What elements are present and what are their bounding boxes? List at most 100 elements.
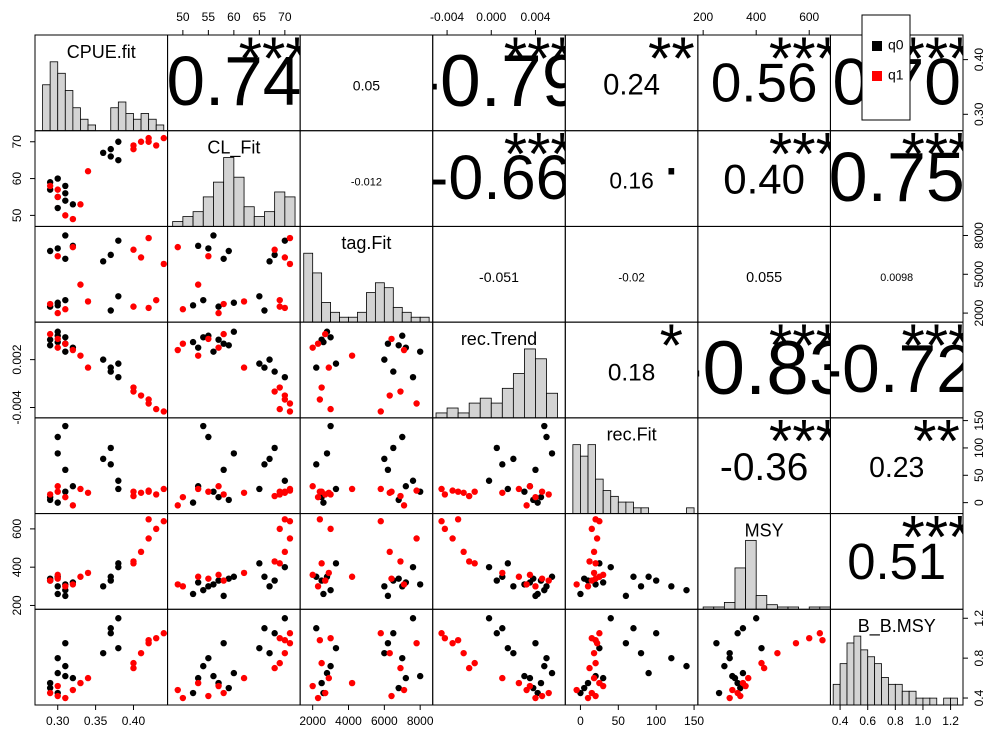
scatter-point	[281, 254, 289, 261]
panel: 0.74***	[168, 35, 301, 120]
scatter-point	[281, 373, 289, 381]
legend: q0 q1	[861, 14, 911, 121]
scatter-point	[107, 461, 114, 468]
scatter-point	[309, 682, 316, 690]
scatter-point	[397, 558, 404, 565]
scatter-point	[54, 583, 61, 590]
scatter-point	[320, 499, 327, 506]
scatter-point	[607, 615, 614, 622]
scatter-point	[240, 489, 248, 496]
scatter-point	[107, 145, 114, 153]
scatter-point	[652, 630, 660, 637]
correlation: 0.055	[746, 270, 782, 286]
scatter-point	[622, 639, 630, 647]
histogram-bar	[734, 567, 746, 610]
scatter-point	[210, 348, 217, 355]
scatter-point	[46, 342, 54, 349]
scatter-point	[395, 342, 402, 349]
scatter-point	[402, 483, 410, 490]
scatter-point	[256, 644, 263, 652]
scatter-point	[573, 581, 580, 588]
scatter-point	[62, 190, 69, 197]
scatter-point	[194, 352, 202, 359]
scatter-point	[107, 625, 114, 632]
scatter-point	[471, 560, 478, 567]
scatter-point	[314, 340, 322, 347]
scatter-point	[261, 461, 268, 468]
scatter-point	[145, 396, 152, 403]
panel: tag.Fit	[303, 233, 430, 323]
scatter-point	[320, 590, 327, 598]
scatter-point	[388, 335, 395, 343]
correlation: -0.83	[677, 326, 851, 411]
scatter-point	[276, 560, 283, 567]
scatter-point	[130, 558, 137, 565]
scatter-point	[316, 636, 324, 644]
scatter-point	[230, 573, 238, 580]
scatter-point	[84, 674, 92, 682]
scatter-point	[54, 302, 61, 309]
histogram-bar	[303, 252, 314, 323]
panel: 0.23**	[869, 418, 960, 484]
histogram-bar	[357, 311, 367, 323]
histogram-bar	[915, 697, 924, 705]
scatter-point	[271, 577, 278, 584]
scatter-point	[62, 306, 69, 313]
scatter-point	[153, 491, 160, 498]
scatter-point	[515, 679, 523, 687]
scatter-point	[438, 630, 445, 637]
histogram-bar	[787, 606, 800, 610]
histogram-bar	[610, 495, 619, 514]
scatter-point	[713, 639, 720, 647]
histogram-bar	[501, 387, 514, 418]
scatter-point	[526, 483, 534, 490]
correlation: -0.02	[618, 271, 644, 284]
scatter-point	[115, 293, 122, 300]
scatter-point	[62, 232, 69, 239]
scatter-point	[107, 153, 114, 160]
scatter-point	[386, 392, 393, 399]
panel: 0.05	[353, 78, 380, 94]
panel: CPUE.fit	[42, 42, 165, 131]
scatter-point	[454, 636, 462, 644]
scatter-point	[62, 466, 69, 474]
histogram-bar	[330, 311, 340, 323]
scatter-point	[276, 303, 283, 310]
scatter-point	[225, 247, 232, 255]
panel	[713, 615, 826, 702]
histogram-bar	[640, 507, 650, 514]
scatter-point	[416, 348, 424, 355]
scatter-point	[281, 548, 289, 556]
panel: B_B.MSY	[832, 616, 958, 705]
scatter-point	[318, 659, 325, 667]
histogram-bar	[233, 176, 245, 227]
significance-stars: ***	[901, 121, 971, 188]
histogram-bar	[419, 316, 430, 323]
panel	[46, 134, 167, 223]
scatter-point	[194, 679, 202, 687]
scatter-point	[84, 298, 92, 305]
scatter-point	[521, 672, 528, 680]
scatter-point	[454, 516, 462, 523]
scatter-point	[504, 644, 512, 652]
scatter-point	[54, 499, 61, 506]
x-tick-label: 150	[684, 714, 704, 728]
histogram-bar	[64, 90, 74, 131]
histogram-bar	[401, 311, 412, 323]
scatter-point	[130, 492, 137, 500]
scatter-point	[205, 335, 212, 343]
scatter-point	[499, 625, 506, 632]
histogram-bar	[125, 113, 134, 131]
scatter-point	[145, 535, 152, 542]
scatter-point	[115, 156, 122, 164]
scatter-point	[46, 577, 54, 584]
scatter-point	[599, 571, 607, 579]
scatter-point	[286, 639, 294, 647]
scatter-point	[545, 491, 552, 498]
x-tick-label: 400	[746, 10, 766, 24]
scatter-point	[438, 485, 445, 493]
scatter-point	[137, 254, 145, 261]
scatter-point	[54, 335, 61, 343]
scatter-point	[286, 518, 294, 525]
scatter-point	[590, 548, 598, 556]
